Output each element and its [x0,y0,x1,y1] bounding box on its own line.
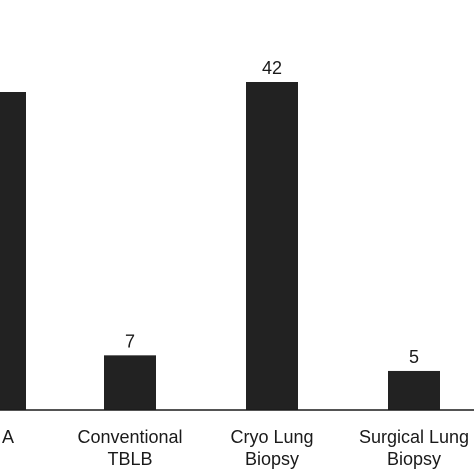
category-label-3-line-0: Surgical Lung [359,427,469,447]
bars-group [0,82,440,410]
value-labels-group: 7 42 5 [125,58,419,367]
value-label-2: 42 [262,58,282,78]
category-label-2-line-1: Biopsy [245,449,299,469]
category-label-1-line-0: Conventional [77,427,182,447]
category-label-3-line-1: Biopsy [387,449,441,469]
category-label-1-line-1: TBLB [107,449,152,469]
category-label-2-line-0: Cryo Lung [230,427,313,447]
bar-2 [246,82,298,410]
bar-0 [0,92,26,410]
value-label-3: 5 [409,347,419,367]
category-label-0-line-0: A [2,427,14,447]
value-label-1: 7 [125,331,135,351]
bar-1 [104,355,156,410]
bar-3 [388,370,440,410]
